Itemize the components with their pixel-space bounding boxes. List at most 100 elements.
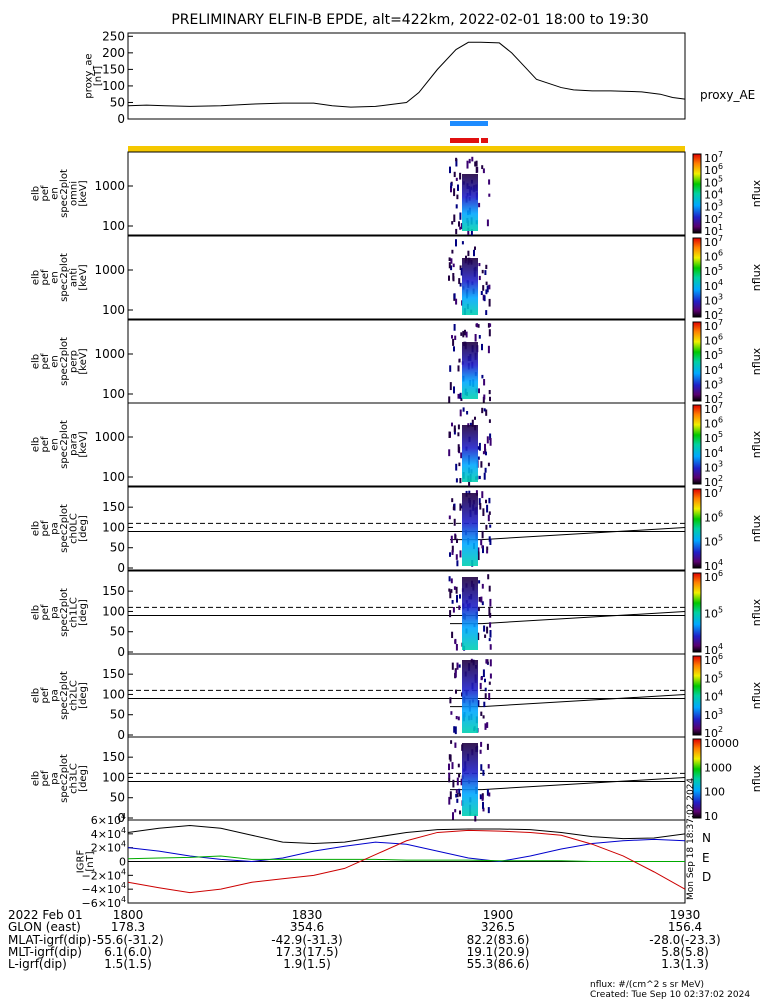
spec-pixel	[488, 693, 491, 700]
igrf-series-line	[127, 855, 685, 862]
spec-pixel	[484, 723, 487, 730]
spec-ytick-label: 0	[117, 728, 125, 742]
ae-ytick-label: 0	[117, 112, 125, 126]
spec-pixel	[450, 185, 452, 193]
spec-pixel	[486, 504, 489, 513]
ephemeris-value: -42.9(-31.3)	[271, 933, 342, 947]
spectrogram-frame	[127, 736, 686, 821]
spectrogram-frame	[127, 486, 686, 571]
ephemeris-value: 1.9(1.5)	[283, 957, 331, 971]
colorbar-tick-label: 103	[704, 292, 723, 307]
spec-pixel	[488, 497, 491, 504]
spec-pixel	[477, 446, 480, 450]
spec-pixel	[486, 626, 489, 634]
ephemeris-value: -28.0(-23.3)	[649, 933, 720, 947]
spec-pixel	[486, 659, 489, 664]
spec-ytick-label: 150	[102, 584, 125, 598]
spec-pixel	[454, 742, 457, 748]
spec-pixel	[474, 334, 477, 342]
colorbar-label: nflux	[750, 179, 763, 207]
colorbar-tick-label: 103	[704, 199, 723, 214]
spec-pixel	[478, 263, 481, 267]
spec-pixel	[486, 722, 489, 728]
spec-pixel	[468, 479, 471, 487]
spec-pixel	[453, 346, 455, 352]
spec-pixel	[456, 194, 459, 200]
spec-pixel	[483, 472, 486, 480]
spectrogram-ylabel-line: [deg]	[78, 599, 89, 626]
ephemeris-table: 2022 Feb 01 1800 1830 1900 1930 GLON (east) 17…	[8, 908, 721, 971]
spec-pixel	[455, 228, 458, 235]
spec-pixel	[453, 293, 456, 300]
chart-title: PRELIMINARY ELFIN-B EPDE, alt=422km, 202…	[171, 12, 648, 28]
spec-pixel	[478, 442, 481, 451]
spec-flux-core	[462, 425, 478, 482]
spectrogram-frame	[127, 151, 686, 236]
spec-flux-core	[462, 577, 478, 650]
spec-pixel	[455, 298, 458, 305]
spec-pixel	[453, 171, 456, 178]
spectrogram-ylabel-line: elb	[30, 771, 41, 786]
colorbar-tick-label: 105	[704, 534, 723, 549]
spectrogram-ylabel-line: pef	[40, 353, 51, 370]
spec-pixel	[479, 794, 482, 800]
colorbar-tick-label: 101	[704, 223, 723, 238]
spectrogram-ylabel-line: [keV]	[78, 180, 89, 206]
spec-pixel	[458, 221, 460, 227]
spectrogram-panel: 0 50 100 150 10 100 1000 10000 nflux elbpefpaspec…	[30, 736, 763, 825]
spectrogram-frame	[127, 319, 686, 404]
spec-pixel	[455, 204, 458, 209]
spec-pixel	[456, 798, 459, 803]
spec-pixel	[487, 574, 490, 580]
spectrogram-ylabel-line: pa	[49, 606, 60, 618]
igrf-ylabel-line: IGRF	[75, 850, 86, 874]
spec-pixel	[459, 503, 462, 511]
ephemeris-value: 326.5	[481, 920, 515, 934]
colorbar-tick-label: 104	[704, 187, 723, 202]
spec-pixel	[481, 601, 484, 606]
spec-pixel	[489, 630, 492, 638]
spec-pixel	[453, 518, 456, 526]
spectrogram-ylabel-line: pef	[40, 770, 51, 787]
colorbar-tick-label: 10	[704, 810, 718, 823]
colorbar-tick-label: 106	[704, 333, 723, 348]
colorbar-tick-label: 105	[704, 670, 723, 685]
colorbar-label: nflux	[750, 764, 763, 792]
colorbar-tick-label: 102	[704, 211, 723, 226]
spec-pixel	[474, 416, 476, 420]
spec-pixel	[482, 396, 485, 404]
spec-pixel	[487, 462, 490, 467]
spectrogram-ylabel-line: spec2plot	[59, 420, 70, 469]
colorbar-tick-label: 103	[704, 707, 723, 722]
spec-pixel	[481, 165, 484, 170]
spec-pixel	[450, 182, 453, 189]
spec-pixel	[450, 740, 453, 744]
spec-pixel	[466, 160, 469, 169]
spec-pixel	[460, 332, 463, 336]
spectrogram-ylabel-line: en	[49, 271, 60, 284]
colorbar-strip	[692, 738, 702, 819]
spec-pixel	[481, 583, 484, 589]
spec-pixel	[466, 411, 469, 415]
spectrogram-ylabel-line: elb	[30, 437, 41, 452]
spec-pixel	[484, 634, 487, 638]
ephemeris-time-tick: 1830	[292, 908, 323, 922]
spec-pixel	[460, 397, 463, 401]
spectrogram-ylabel-line: en	[49, 355, 60, 368]
spec-pixel	[486, 789, 489, 796]
spectrogram-panel: 0 50 100 150 104 105 106 107 nflux elbpefpaspec2p…	[30, 485, 763, 575]
colorbar-label: nflux	[750, 598, 763, 626]
spectrogram-ylabel-line: elb	[30, 186, 41, 201]
ephemeris-row-label: MLAT-igrf(dip)	[8, 933, 91, 947]
spec-ytick-label: 150	[102, 667, 125, 681]
spec-pixel	[458, 788, 461, 794]
spec-pixel	[484, 693, 487, 700]
spec-pixel	[488, 638, 491, 642]
spec-pixel	[485, 289, 488, 295]
colorbar-label: nflux	[750, 681, 763, 709]
